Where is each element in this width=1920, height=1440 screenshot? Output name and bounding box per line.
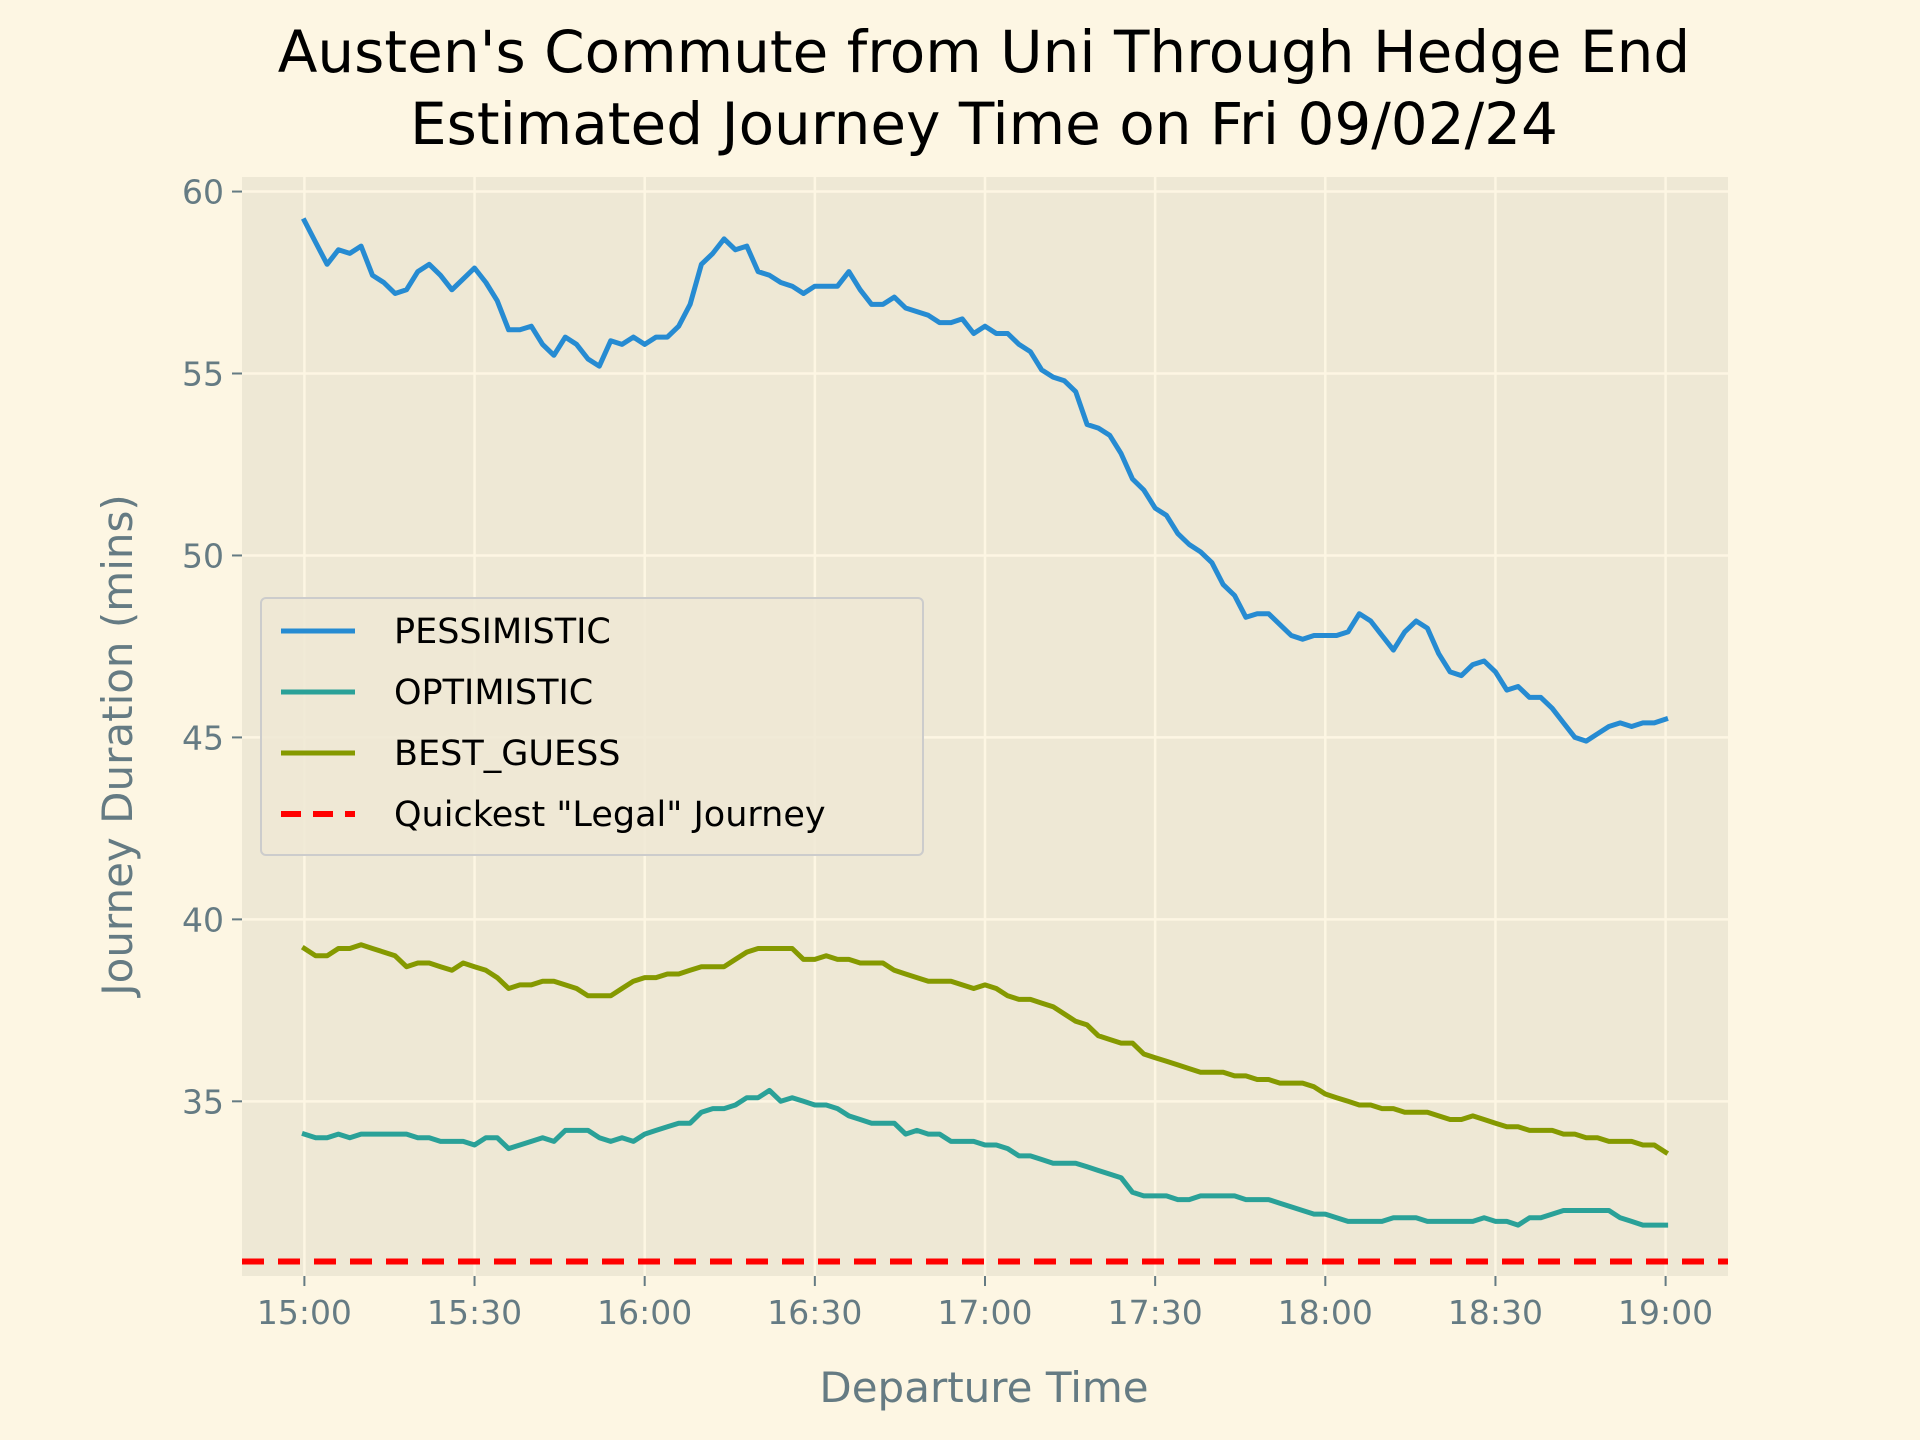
chart-title-line-1: Austen's Commute from Uni Through Hedge … (278, 18, 1691, 86)
y-tick-label: 50 (182, 536, 224, 575)
x-tick-label: 17:00 (937, 1293, 1032, 1332)
series-lines (242, 217, 1728, 1265)
x-tick-label: 18:00 (1278, 1293, 1373, 1332)
legend: PESSIMISTIC OPTIMISTIC BEST_GUESS Quickest … (260, 597, 924, 856)
x-tick-label: 19:00 (1618, 1293, 1713, 1332)
legend-label: Quickest "Legal" Journey (394, 795, 826, 835)
x-axis-label: Departure Time (819, 1363, 1148, 1412)
y-tick-label: 60 (182, 173, 224, 212)
series-line-optimistic (301, 1087, 1669, 1228)
x-tick-label: 15:00 (257, 1293, 352, 1332)
axis-ticks: 15:00 15:30 16:00 16:30 17:00 17:30 18:00 18:30… (182, 173, 1713, 1332)
y-tick-label: 55 (182, 355, 224, 394)
y-axis-label: Journey Duration (mins) (93, 494, 142, 999)
y-tick-label: 45 (182, 718, 224, 757)
x-tick-label: 17:30 (1108, 1293, 1203, 1332)
x-tick-label: 18:30 (1448, 1293, 1543, 1332)
legend-label: PESSIMISTIC (394, 612, 611, 652)
x-tick-label: 15:30 (427, 1293, 522, 1332)
legend-box (260, 597, 924, 856)
chart-title-line-2: Estimated Journey Time on Fri 09/02/24 (410, 90, 1558, 158)
x-tick-label: 16:30 (767, 1293, 862, 1332)
legend-label: BEST_GUESS (394, 734, 621, 774)
series-line-pessimistic (301, 217, 1669, 744)
series-line-best-guess (300, 942, 1670, 1156)
y-tick-label: 40 (182, 900, 224, 939)
grid (242, 177, 1728, 1276)
legend-label: OPTIMISTIC (394, 673, 593, 713)
y-tick-label: 35 (182, 1082, 224, 1121)
x-tick-label: 16:00 (597, 1293, 692, 1332)
